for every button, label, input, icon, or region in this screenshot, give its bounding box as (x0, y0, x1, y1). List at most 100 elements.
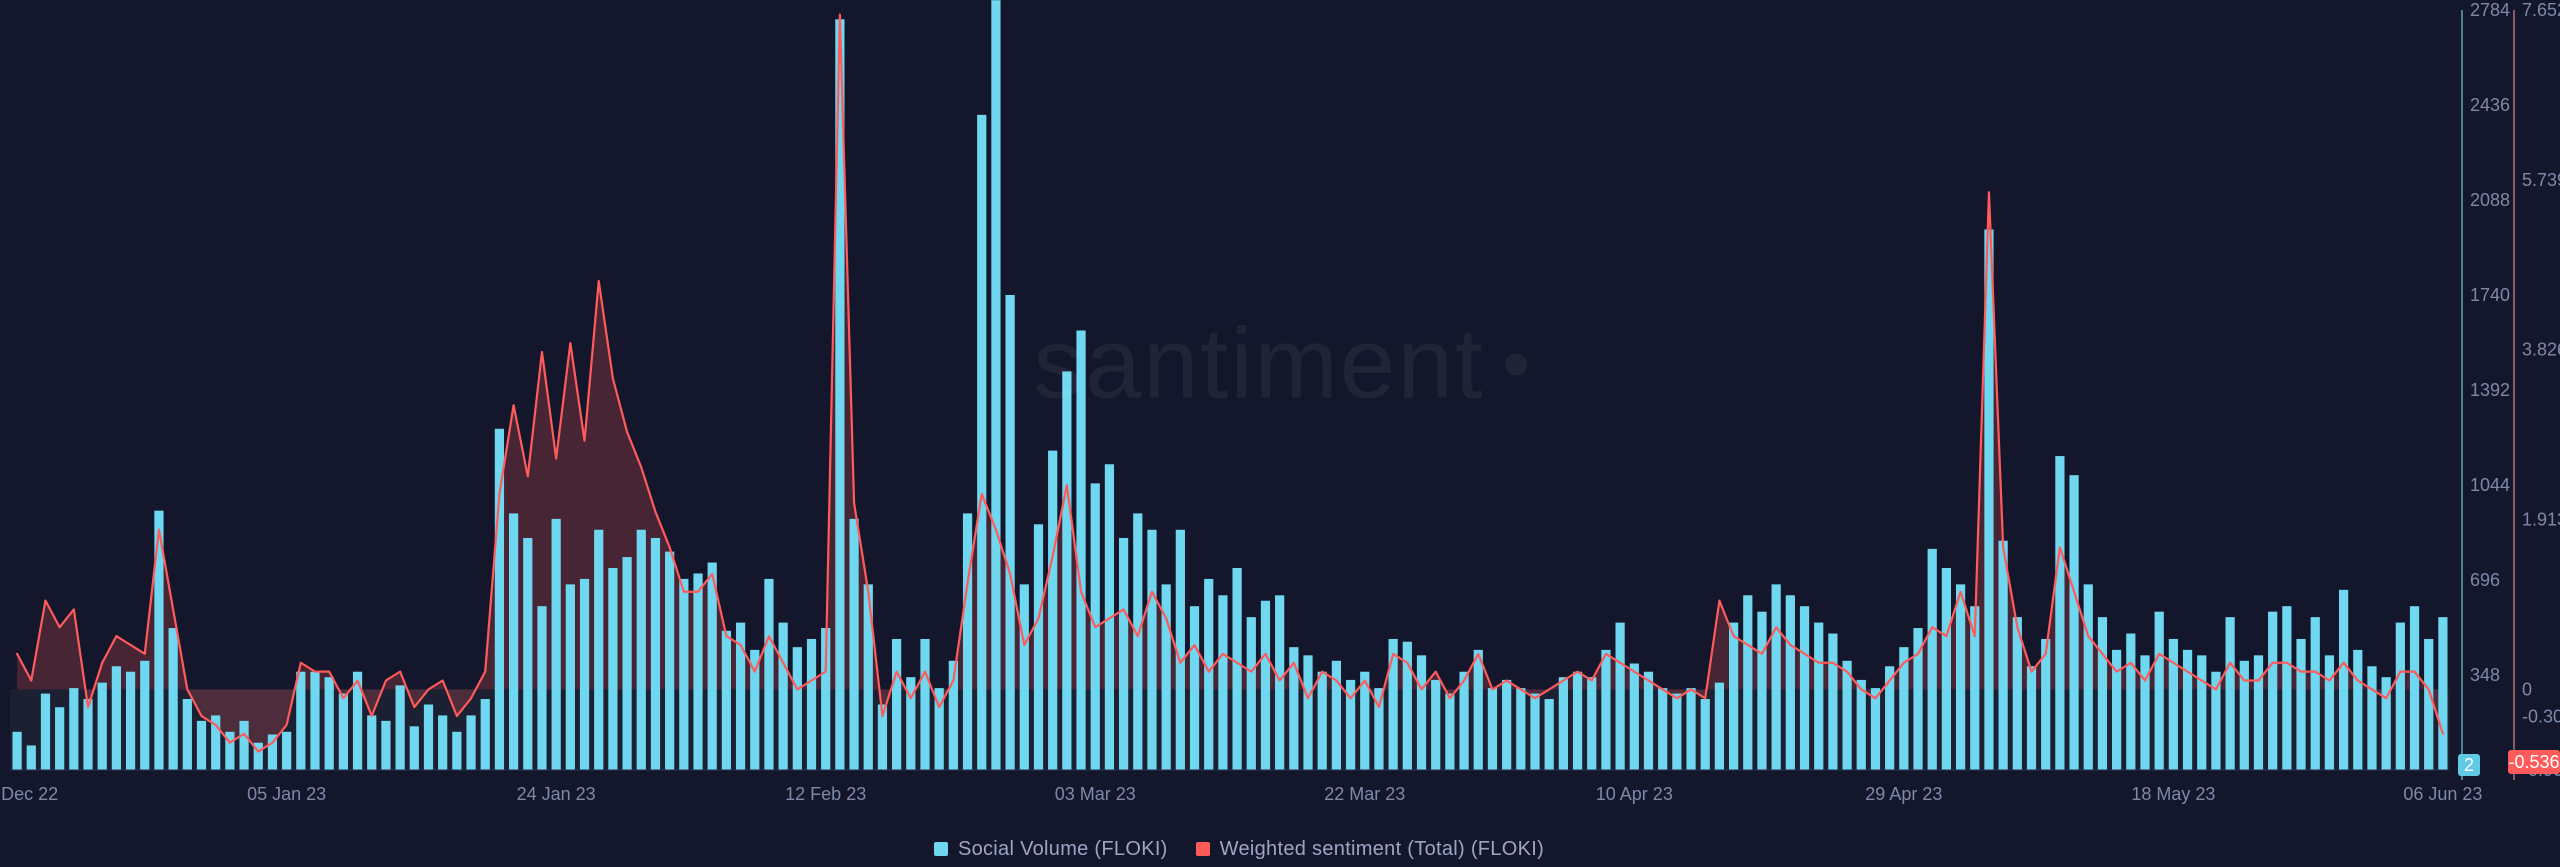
bar (1616, 623, 1625, 770)
bar (1431, 680, 1440, 770)
bar (2183, 650, 2192, 770)
bar (1545, 699, 1554, 770)
bar (367, 715, 376, 770)
bar (1034, 524, 1043, 770)
bar (1332, 661, 1341, 770)
bar (1715, 683, 1724, 770)
bar (452, 732, 461, 770)
legend: Social Volume (FLOKI)Weighted sentiment … (0, 838, 2450, 861)
bar (1757, 612, 1766, 770)
bar (27, 745, 36, 770)
bar (608, 568, 617, 770)
legend-label-sentiment: Weighted sentiment (Total) (FLOKI) (1220, 838, 1544, 860)
bar (849, 519, 858, 770)
bar (1857, 680, 1866, 770)
bar (722, 631, 731, 770)
bar (140, 661, 149, 770)
bar (523, 538, 532, 770)
bar (1772, 584, 1781, 770)
bar (566, 584, 575, 770)
bar (2098, 617, 2107, 770)
bar (1303, 655, 1312, 770)
legend-swatch-social-volume (934, 842, 948, 856)
chart-svg: 348696104413921740208824362784-0.908-0.3… (0, 0, 2560, 867)
bar (1048, 451, 1057, 770)
bar (1743, 595, 1752, 770)
bar (963, 513, 972, 770)
bar (637, 530, 646, 770)
bar (580, 579, 589, 770)
bar (622, 557, 631, 770)
bar (1672, 694, 1681, 770)
bar (1701, 699, 1710, 770)
bar (1076, 330, 1085, 770)
bar (679, 579, 688, 770)
bar (1658, 688, 1667, 770)
x-tick-label: 03 Mar 23 (1055, 784, 1136, 804)
x-tick-label: 18 May 23 (2131, 784, 2215, 804)
bar (1247, 617, 1256, 770)
bar (708, 563, 717, 770)
bar (325, 677, 334, 770)
bar (1218, 595, 1227, 770)
bar (1204, 579, 1213, 770)
bar (2155, 612, 2164, 770)
bar (396, 685, 405, 770)
bar (1318, 672, 1327, 770)
bar (1190, 606, 1199, 770)
bar (55, 707, 64, 770)
bar (410, 726, 419, 770)
bar (1800, 606, 1809, 770)
bar (1006, 295, 1015, 770)
bar (1417, 655, 1426, 770)
bar (381, 721, 390, 770)
bar (920, 639, 929, 770)
bar (197, 721, 206, 770)
bar (1062, 371, 1071, 770)
bar (2353, 650, 2362, 770)
bar (424, 704, 433, 770)
bar (1686, 688, 1695, 770)
bar (296, 672, 305, 770)
bar (12, 732, 21, 770)
bar (2268, 612, 2277, 770)
bar (892, 639, 901, 770)
bar (1999, 541, 2008, 770)
bar (537, 606, 546, 770)
bar (481, 699, 490, 770)
bar (693, 573, 702, 770)
x-tick-label: 24 Jan 23 (517, 784, 596, 804)
chart-container: santiment 348696104413921740208824362784… (0, 0, 2560, 867)
bar (1020, 584, 1029, 770)
bar (2169, 639, 2178, 770)
y-left-tick-label: 2436 (2470, 95, 2510, 115)
y-left-tick-label: 2088 (2470, 190, 2510, 210)
bar (310, 672, 319, 770)
right-axis-current-value: -0.536 (2508, 752, 2559, 772)
y-right-tick-label: 5.739 (2522, 170, 2560, 190)
sentiment-area (17, 15, 2443, 752)
bar (1232, 568, 1241, 770)
bar (2438, 617, 2447, 770)
y-left-tick-label: 696 (2470, 570, 2500, 590)
bar (1828, 634, 1837, 770)
bar (1601, 650, 1610, 770)
bar (1459, 672, 1468, 770)
bar (1942, 568, 1951, 770)
bar (509, 513, 518, 770)
bar (466, 715, 475, 770)
bar (764, 579, 773, 770)
bar (126, 672, 135, 770)
bar (1956, 584, 1965, 770)
x-tick-label: 22 Mar 23 (1324, 784, 1405, 804)
bar (1474, 650, 1483, 770)
bar (1119, 538, 1128, 770)
bar (1530, 694, 1539, 770)
bar (2339, 590, 2348, 770)
x-tick-label: 06 Jun 23 (2403, 784, 2482, 804)
bar (1729, 623, 1738, 770)
bar (1133, 513, 1142, 770)
bar (2296, 639, 2305, 770)
y-right-tick-label: -0.303 (2522, 706, 2560, 726)
bar (1488, 688, 1497, 770)
